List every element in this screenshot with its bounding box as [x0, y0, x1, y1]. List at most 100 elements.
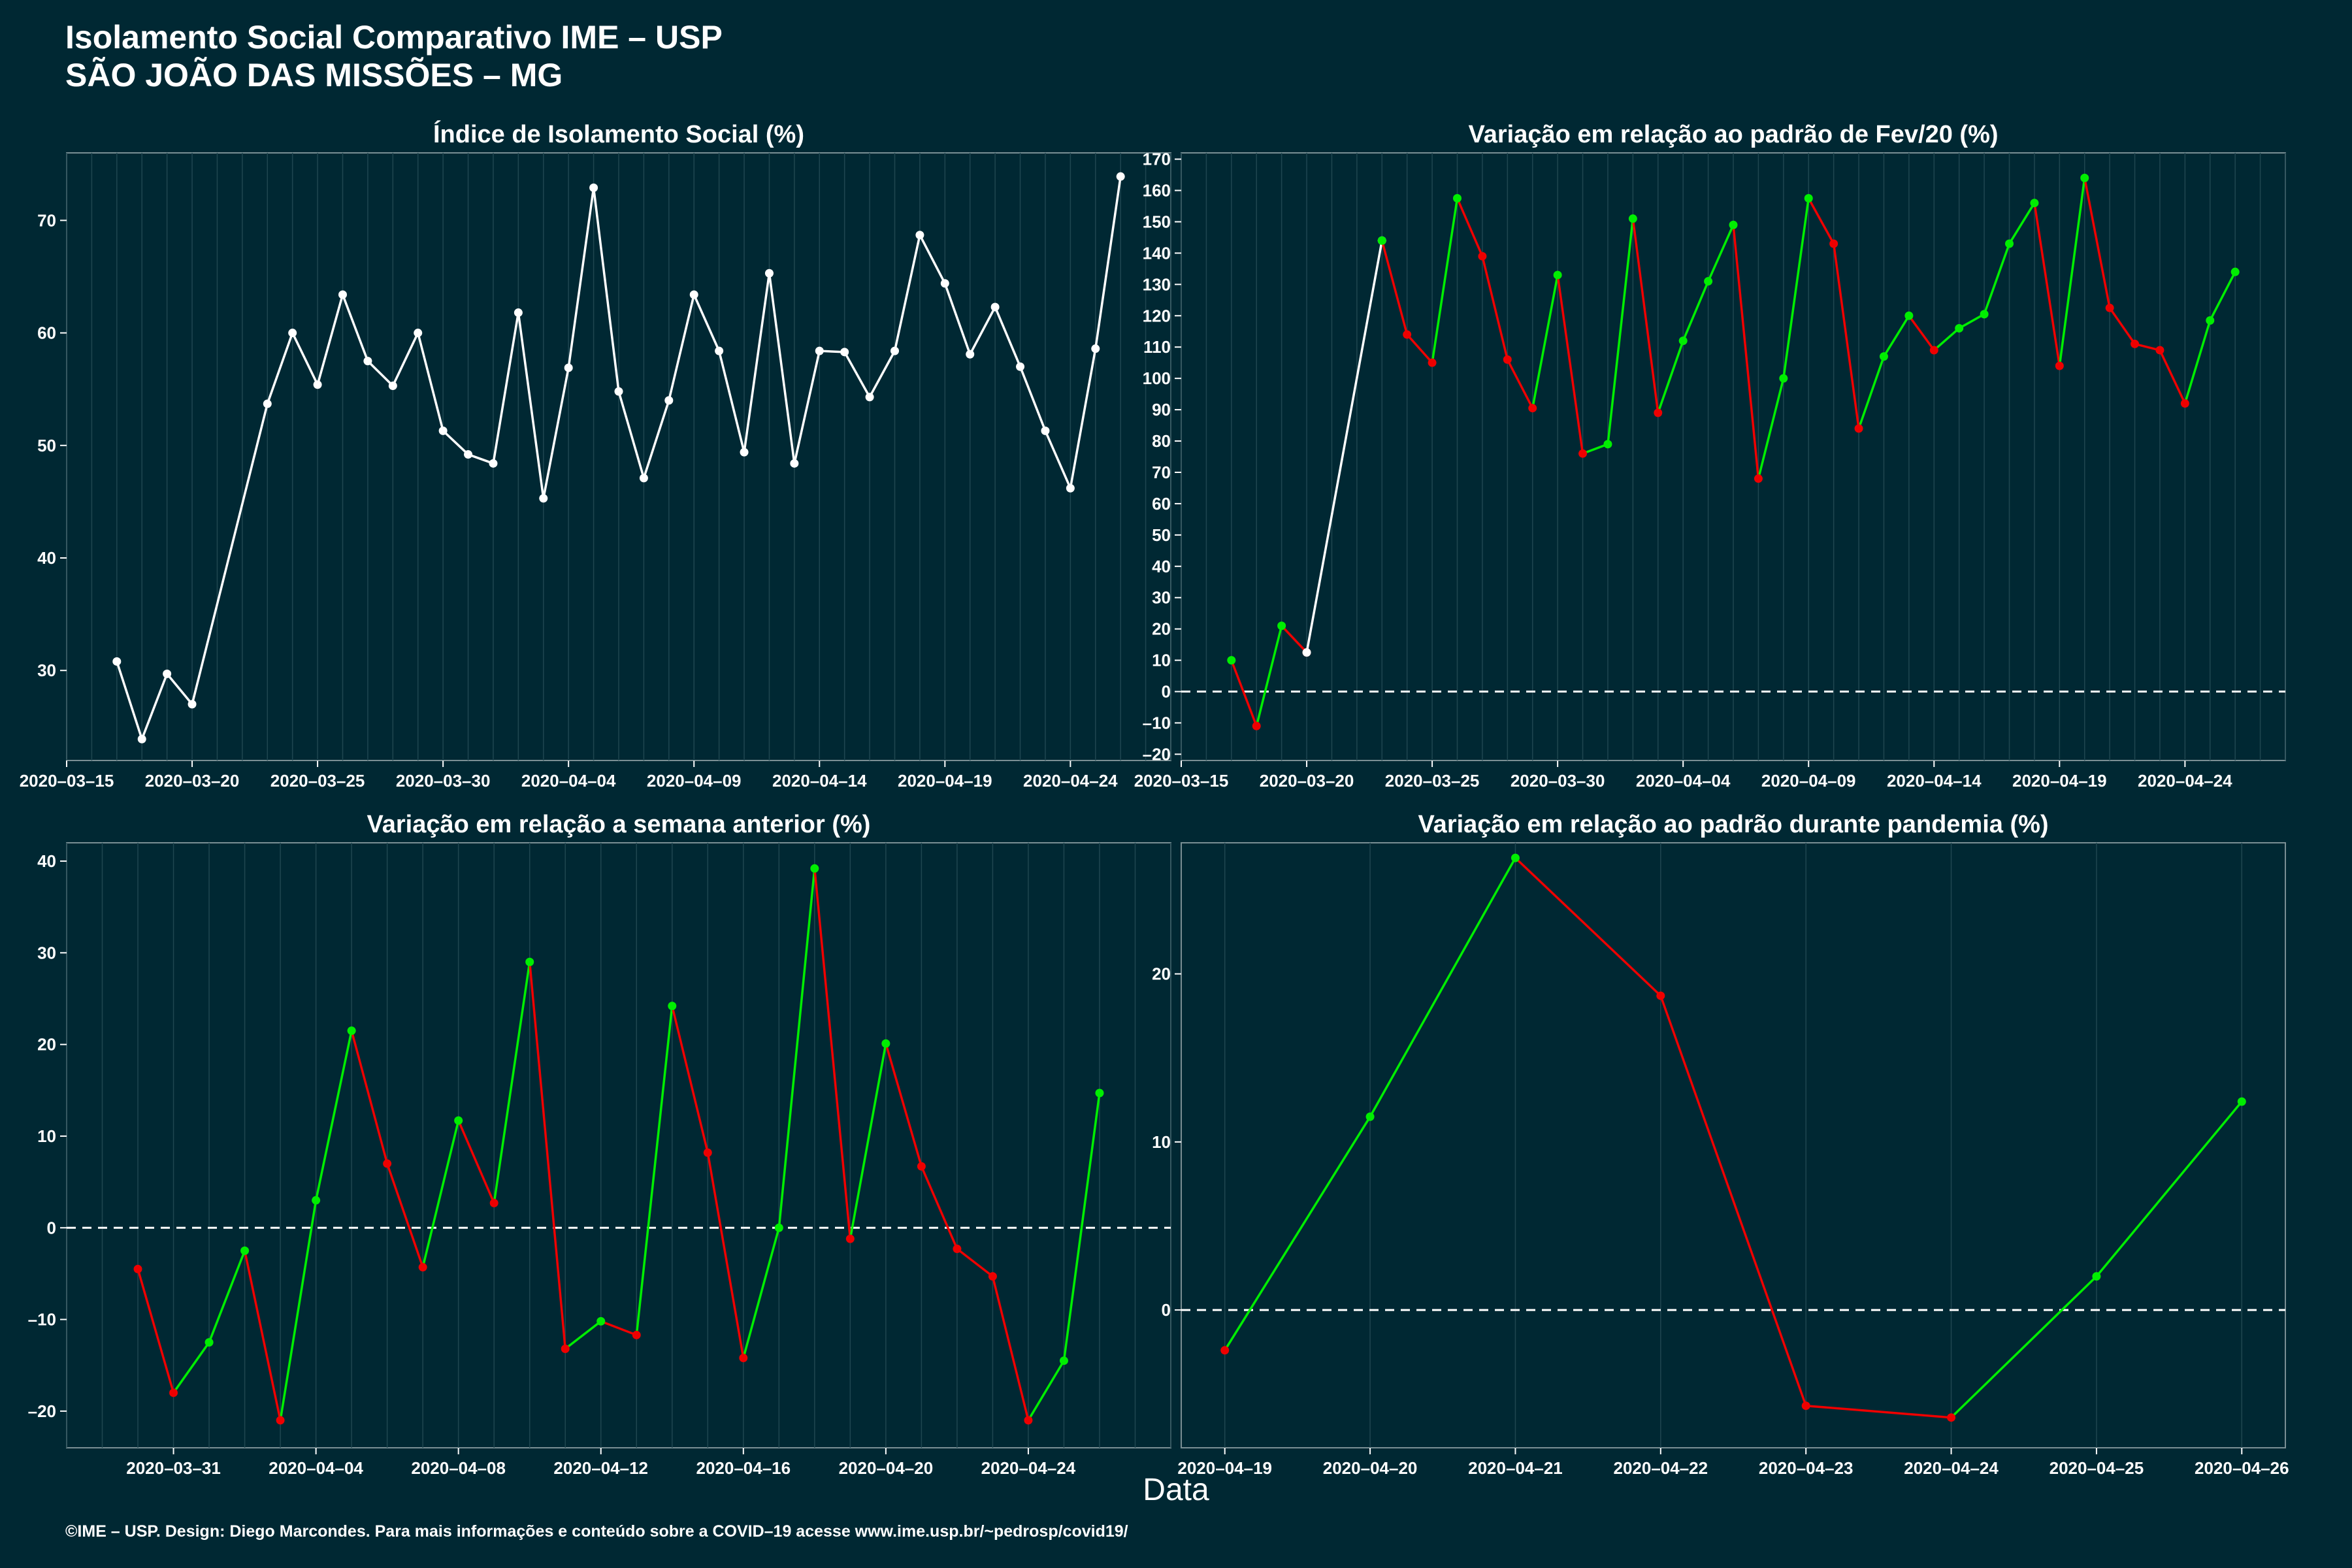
- series-segment: [717, 350, 745, 453]
- data-point: [137, 734, 146, 743]
- series-segment: [793, 350, 821, 464]
- panel-4: Variação em relação ao padrão durante pa…: [1152, 811, 2289, 1478]
- series-segment: [1094, 176, 1122, 349]
- series-segment: [919, 234, 946, 284]
- data-point: [739, 1354, 748, 1363]
- x-tick-label: 2020–04–22: [1614, 1458, 1708, 1478]
- y-tick-label: 20: [1152, 964, 1171, 984]
- data-point: [1955, 323, 1964, 333]
- series-segment: [969, 306, 996, 355]
- series-segment: [1607, 218, 1635, 445]
- data-point: [790, 459, 799, 468]
- x-tick-label: 2020–04–04: [521, 771, 616, 791]
- x-tick-label: 2020–04–24: [981, 1458, 1076, 1478]
- x-tick-label: 2020–03–25: [1385, 771, 1480, 791]
- data-point: [1678, 336, 1688, 346]
- series-segment: [1305, 240, 1383, 653]
- data-point: [1603, 440, 1612, 449]
- x-tick-label: 2020–04–19: [2012, 771, 2107, 791]
- data-point: [2131, 339, 2140, 348]
- y-tick-label: 0: [47, 1218, 56, 1237]
- data-point: [1854, 424, 1863, 433]
- y-tick-label: 160: [1143, 181, 1171, 201]
- data-point: [2206, 316, 2215, 325]
- x-tick-label: 2020–04–08: [411, 1458, 506, 1478]
- series-segment: [1230, 659, 1258, 727]
- series-segment: [1556, 274, 1584, 454]
- series-segment: [2108, 307, 2136, 345]
- data-point: [1059, 1356, 1068, 1365]
- series-segment: [1958, 313, 1985, 329]
- series-segment: [457, 1120, 495, 1204]
- series-segment: [956, 1248, 994, 1278]
- data-point: [1829, 239, 1838, 248]
- series-segment: [1224, 1116, 1371, 1351]
- series-segment: [706, 1152, 745, 1358]
- data-point: [915, 231, 924, 240]
- data-point: [263, 399, 272, 408]
- data-point: [845, 1234, 855, 1243]
- y-tick-label: 50: [37, 436, 56, 455]
- data-point: [815, 346, 824, 355]
- data-point: [514, 308, 523, 318]
- series-segment: [693, 294, 721, 351]
- y-tick-label: –20: [28, 1401, 56, 1421]
- series-segment: [920, 1166, 958, 1250]
- data-point: [881, 1039, 890, 1048]
- series-segment: [642, 400, 670, 479]
- series-segment: [567, 188, 595, 368]
- series-segment: [1062, 1092, 1101, 1361]
- data-point: [418, 1263, 427, 1272]
- series-segment: [2159, 350, 2186, 404]
- data-point: [1302, 648, 1311, 657]
- y-tick-label: 40: [1152, 557, 1171, 576]
- series-segment: [391, 332, 419, 387]
- x-tick-label: 2020–04–19: [1177, 1458, 1272, 1478]
- series-segment: [1531, 274, 1559, 409]
- series-segment: [1807, 197, 1835, 244]
- data-point: [664, 396, 674, 405]
- data-point: [2230, 267, 2240, 276]
- data-point: [1016, 362, 1025, 371]
- series-segment: [208, 1250, 246, 1343]
- panel-title: Variação em relação ao padrão de Fev/20 …: [1468, 121, 1998, 148]
- data-point: [276, 1416, 285, 1425]
- data-point: [489, 1198, 498, 1207]
- series-segment: [137, 1268, 175, 1394]
- y-tick-label: 10: [1152, 1132, 1171, 1152]
- panel-1: Índice de Isolamento Social (%) 30 40 50 60 7…: [20, 120, 1171, 791]
- x-tick-label: 2020–04–24: [2138, 771, 2232, 791]
- series-segment: [1027, 1360, 1065, 1421]
- y-tick-label: 110: [1143, 337, 1171, 357]
- series-segment: [1882, 315, 1910, 357]
- data-point: [2005, 239, 2014, 248]
- data-point: [774, 1223, 783, 1232]
- data-point: [1041, 426, 1050, 435]
- series-segment: [314, 1030, 353, 1201]
- data-point: [1227, 656, 1236, 665]
- series-segment: [1832, 243, 1860, 429]
- data-point: [2030, 199, 2039, 208]
- data-point: [596, 1316, 606, 1326]
- y-tick-label: –10: [28, 1310, 56, 1330]
- data-point: [169, 1388, 178, 1397]
- series-segment: [2033, 203, 2061, 367]
- x-tick-label: 2020–03–30: [396, 771, 491, 791]
- y-tick-label: 60: [37, 323, 56, 343]
- panel-2: Variação em relação ao padrão de Fev/20 …: [1134, 121, 2286, 791]
- x-tick-label: 2020–04–09: [1761, 771, 1856, 791]
- series-segment: [421, 1120, 460, 1268]
- series-segment: [1019, 366, 1047, 432]
- series-segment: [1757, 378, 1785, 479]
- series-segment: [1514, 857, 1662, 997]
- data-point: [312, 1196, 321, 1205]
- data-point: [2180, 399, 2189, 408]
- series-segment: [1481, 255, 1509, 360]
- y-tick-label: 30: [37, 661, 56, 680]
- data-point: [917, 1162, 926, 1171]
- data-point: [689, 290, 698, 299]
- data-point: [163, 669, 172, 678]
- x-tick-label: 2020–04–14: [772, 771, 867, 791]
- y-tick-label: 10: [37, 1126, 56, 1146]
- data-point: [966, 350, 975, 359]
